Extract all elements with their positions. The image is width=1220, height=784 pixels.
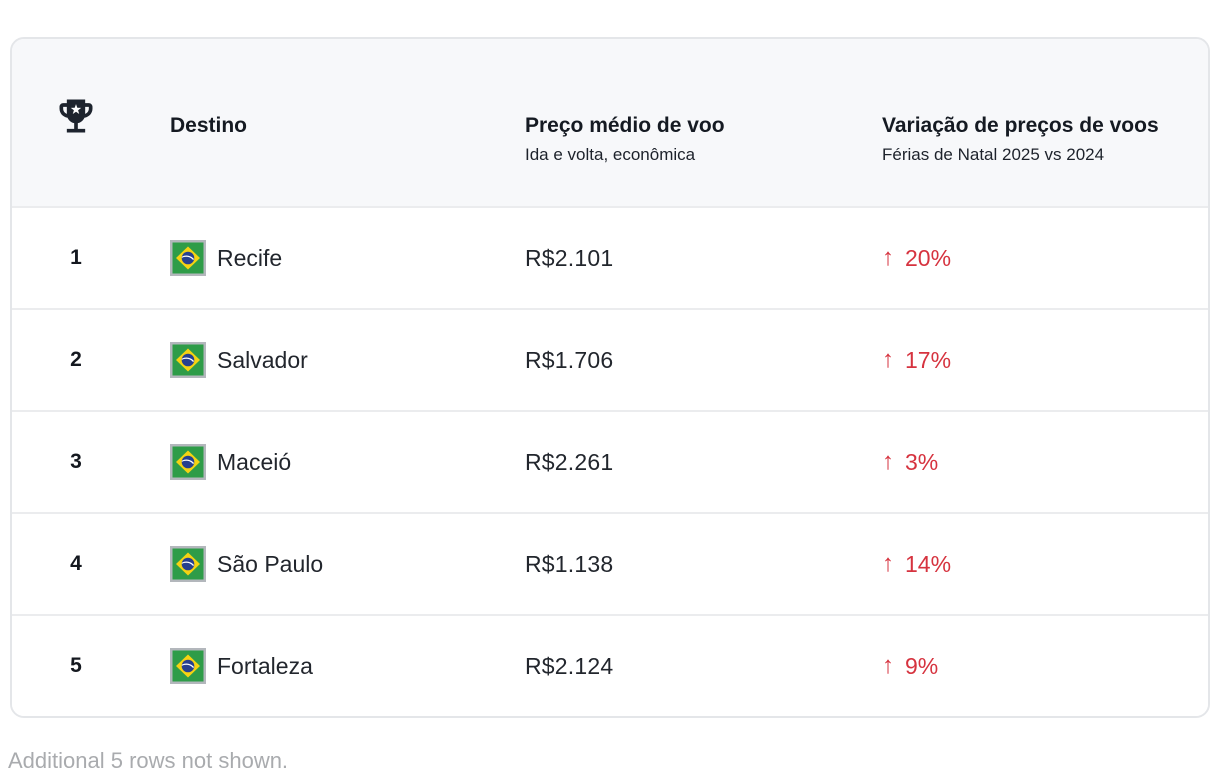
destination-column-label: Destino: [170, 114, 248, 137]
brazil-flag-icon: [170, 240, 206, 276]
rank-value: 3: [70, 450, 82, 473]
variation-value: 14%: [905, 550, 952, 577]
trophy-icon: [54, 92, 98, 140]
variation-value: 20%: [905, 244, 952, 271]
price-value: R$2.261: [525, 448, 614, 475]
brazil-flag-icon: [170, 546, 206, 582]
brazil-flag-icon: [170, 648, 206, 684]
variation-value: 9%: [905, 652, 939, 679]
price-value: R$2.124: [525, 652, 614, 679]
variation-value: 17%: [905, 346, 952, 373]
destination-column-header: Destino .: [140, 112, 525, 206]
rank-column-header: .: [12, 92, 140, 206]
price-value: R$2.101: [525, 244, 614, 271]
table-header-row: . Destino . Preço médio de voo Ida e vol…: [12, 39, 1208, 206]
up-arrow-icon: ↑: [882, 244, 894, 271]
up-arrow-icon: ↑: [882, 346, 894, 373]
brazil-flag-icon: [170, 444, 206, 480]
destination-name: Fortaleza: [217, 652, 313, 679]
brazil-flag-icon: [170, 342, 206, 378]
price-value: R$1.706: [525, 346, 614, 373]
price-value: R$1.138: [525, 550, 614, 577]
destination-cell: Salvador: [140, 342, 525, 378]
variation-cell: ↑ 3%: [882, 448, 1208, 476]
table-row: 3 Maceió R$2.261 ↑ 3%: [12, 410, 1208, 512]
destination-cell: Recife: [140, 240, 525, 276]
destination-cell: São Paulo: [140, 546, 525, 582]
up-arrow-icon: ↑: [882, 652, 894, 679]
destination-name: São Paulo: [217, 550, 324, 577]
destination-cell: Fortaleza: [140, 648, 525, 684]
destination-name: Salvador: [217, 346, 308, 373]
variation-column-label: Variação de preços de voos: [882, 114, 1159, 137]
rank-value: 4: [70, 552, 82, 575]
variation-cell: ↑ 9%: [882, 652, 1208, 680]
rank-value: 5: [70, 654, 82, 677]
variation-column-header: Variação de preços de voos Férias de Nat…: [882, 112, 1208, 206]
destination-name: Recife: [217, 244, 283, 271]
table-row: 1 Recife R$2.101 ↑ 20%: [12, 206, 1208, 308]
variation-cell: ↑ 20%: [882, 244, 1208, 272]
up-arrow-icon: ↑: [882, 550, 894, 577]
variation-column-sublabel: Férias de Natal 2025 vs 2024: [882, 145, 1105, 164]
price-column-sublabel: Ida e volta, econômica: [525, 145, 696, 164]
destination-cell: Maceió: [140, 444, 525, 480]
price-table-card: . Destino . Preço médio de voo Ida e vol…: [10, 37, 1210, 718]
truncation-note: Additional 5 rows not shown.: [8, 748, 289, 773]
table-row: 4 São Paulo R$1.138 ↑ 14%: [12, 512, 1208, 614]
variation-value: 3%: [905, 448, 939, 475]
price-column-header: Preço médio de voo Ida e volta, econômic…: [525, 112, 882, 206]
rank-value: 2: [70, 348, 82, 371]
up-arrow-icon: ↑: [882, 448, 894, 475]
rank-value: 1: [70, 246, 82, 269]
variation-cell: ↑ 17%: [882, 346, 1208, 374]
table-row: 2 Salvador R$1.706 ↑ 17%: [12, 308, 1208, 410]
variation-cell: ↑ 14%: [882, 550, 1208, 578]
price-column-label: Preço médio de voo: [525, 114, 725, 137]
destination-name: Maceió: [217, 448, 292, 475]
table-row: 5 Fortaleza R$2.124 ↑ 9%: [12, 614, 1208, 716]
